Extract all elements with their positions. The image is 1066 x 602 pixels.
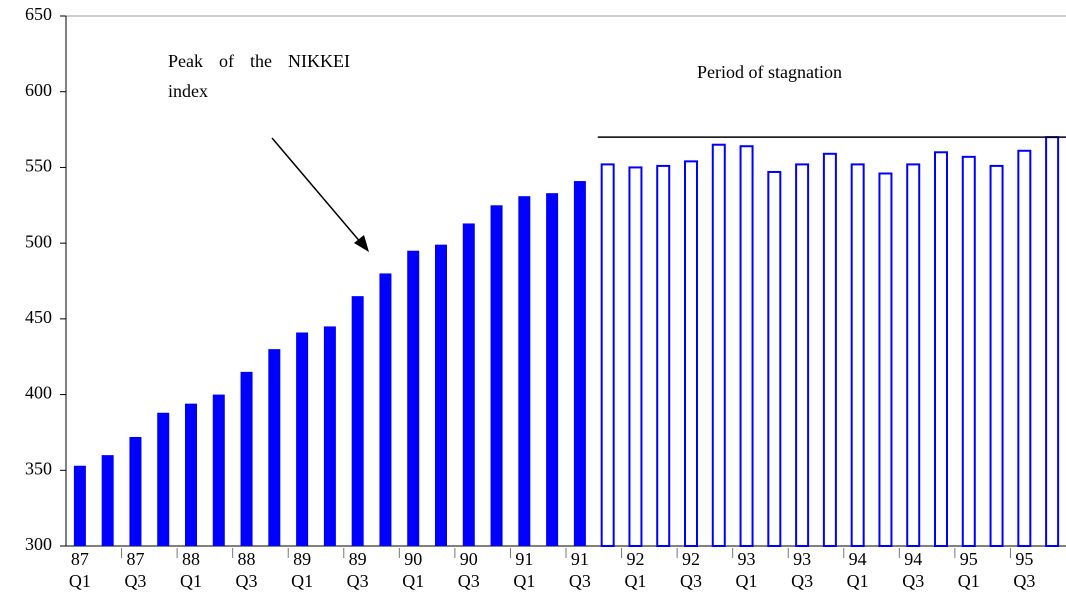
bar xyxy=(268,349,281,546)
annotation-arrow xyxy=(271,137,363,245)
x-tick-label: 95 Q3 xyxy=(1013,549,1036,591)
bar xyxy=(490,205,503,547)
x-tick-label: 91 Q1 xyxy=(513,549,536,591)
bar xyxy=(240,371,253,546)
bar xyxy=(684,160,698,547)
x-tick-label: 89 Q1 xyxy=(291,549,314,591)
bar xyxy=(1045,136,1060,547)
bar xyxy=(711,143,726,547)
y-tick-label: 550 xyxy=(25,156,52,176)
y-tick-label: 300 xyxy=(25,534,52,554)
peak-annotation: Peak of the NIKKEI index xyxy=(168,51,350,101)
x-tick-label: 94 Q3 xyxy=(902,549,925,591)
bar xyxy=(379,273,392,546)
bar xyxy=(795,163,810,547)
bar xyxy=(906,163,921,547)
y-tick-label: 650 xyxy=(25,4,52,24)
bar xyxy=(656,164,671,548)
x-tick-label: 88 Q1 xyxy=(180,549,202,591)
x-tick-label: 87 Q1 xyxy=(68,549,91,591)
x-tick-label: 94 Q1 xyxy=(846,549,869,591)
y-tick-label: 450 xyxy=(25,307,52,327)
x-tick-label: 87 Q3 xyxy=(124,549,147,591)
bar xyxy=(767,170,782,547)
x-tick-label: 90 Q3 xyxy=(457,549,480,591)
bar xyxy=(739,145,754,547)
bar xyxy=(1017,149,1032,547)
x-tick-label: 95 Q1 xyxy=(957,549,980,591)
bar xyxy=(212,394,225,546)
x-tick-label: 92 Q3 xyxy=(680,549,702,591)
bar xyxy=(822,152,837,548)
bar xyxy=(628,166,643,548)
y-tick-label: 400 xyxy=(25,383,52,403)
bar xyxy=(129,436,142,546)
bar xyxy=(462,223,475,546)
bar xyxy=(518,196,531,546)
bar xyxy=(989,164,1004,548)
bar xyxy=(961,155,976,547)
bar xyxy=(73,465,86,546)
y-tick-label: 350 xyxy=(25,458,52,478)
bar xyxy=(878,172,893,547)
bar xyxy=(600,163,615,547)
x-tick-label: 90 Q1 xyxy=(402,549,425,591)
arrow-head xyxy=(354,235,369,252)
bar xyxy=(157,412,170,546)
bar xyxy=(934,151,948,548)
bar xyxy=(546,193,559,546)
y-tick-label: 500 xyxy=(25,231,52,251)
bar xyxy=(185,403,197,546)
bar xyxy=(351,296,364,546)
bar xyxy=(407,250,420,546)
bar xyxy=(850,163,865,547)
x-tick-label: 89 Q3 xyxy=(346,549,369,591)
x-tick-label: 93 Q1 xyxy=(735,549,758,591)
bar xyxy=(573,181,586,547)
x-tick-label: 93 Q3 xyxy=(791,549,814,591)
y-tick-label: 600 xyxy=(25,80,52,100)
bar xyxy=(435,244,447,546)
stagnation-annotation: Period of stagnation xyxy=(697,62,842,82)
bar xyxy=(323,326,336,546)
x-tick-label: 92 Q1 xyxy=(624,549,647,591)
x-tick-label: 91 Q3 xyxy=(568,549,591,591)
x-tick-label: 88 Q3 xyxy=(235,549,258,591)
bar xyxy=(101,455,114,546)
bar xyxy=(296,332,309,546)
